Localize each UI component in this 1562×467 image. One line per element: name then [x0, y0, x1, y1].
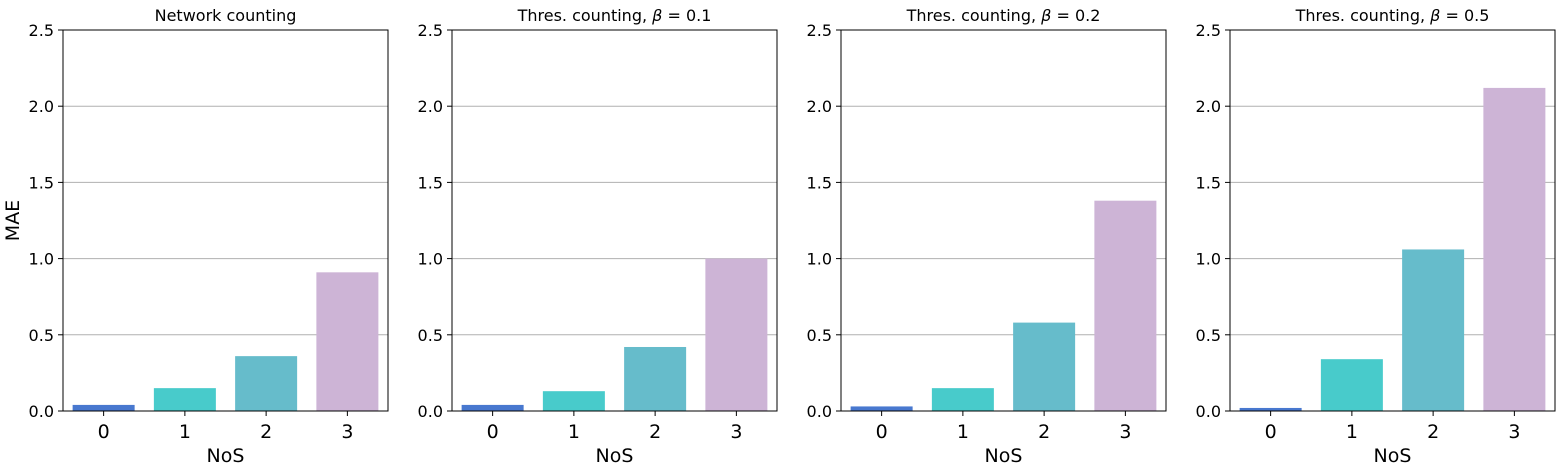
y-tick-label: 2.5	[1196, 21, 1221, 40]
y-tick-label: 1.0	[418, 250, 443, 269]
x-tick-label: 2	[649, 421, 661, 443]
x-tick-label: 3	[1508, 421, 1520, 443]
y-tick-label: 2.5	[807, 21, 832, 40]
x-tick-label: 1	[568, 421, 580, 443]
title-suffix: = 0.2	[1051, 6, 1100, 25]
x-tick-label: 0	[487, 421, 499, 443]
plot-frame	[451, 29, 778, 412]
panel-title: Thres. counting, β = 0.1	[517, 6, 712, 25]
x-axis-label: NoS	[207, 445, 245, 467]
y-tick-label: 0.5	[418, 326, 443, 345]
y-axis-label: MAE	[2, 200, 24, 241]
x-tick-label: 3	[341, 421, 353, 443]
y-tick-label: 1.5	[29, 173, 54, 192]
x-tick-label: 1	[179, 421, 191, 443]
y-tick-label: 0.5	[29, 326, 54, 345]
x-tick-label: 0	[876, 421, 888, 443]
bar-2	[1013, 322, 1076, 411]
x-axis-label: NoS	[985, 445, 1023, 467]
plot-frame	[840, 29, 1167, 412]
x-tick-label: 2	[1038, 421, 1050, 443]
y-tick-label: 0.0	[1196, 402, 1221, 421]
beta-symbol: β	[1040, 6, 1051, 25]
bar-2	[235, 356, 298, 411]
y-tick-label: 1.5	[418, 173, 443, 192]
bar-0	[461, 404, 524, 411]
bar-3	[705, 258, 768, 411]
bar-1	[542, 391, 605, 411]
bar-1	[153, 388, 216, 411]
y-tick-label: 2.0	[29, 97, 54, 116]
y-tick-label: 1.0	[29, 250, 54, 269]
bar-0	[850, 406, 913, 411]
y-tick-label: 2.0	[1196, 97, 1221, 116]
bar-3	[1483, 87, 1546, 412]
x-tick-label: 3	[730, 421, 742, 443]
plot-frame	[62, 29, 389, 412]
bar-3	[1094, 200, 1157, 411]
plot-frame	[1229, 29, 1556, 412]
y-tick-label: 1.0	[807, 250, 832, 269]
beta-symbol: β	[1429, 6, 1440, 25]
bar-2	[624, 346, 687, 411]
x-tick-label: 2	[1427, 421, 1439, 443]
y-tick-label: 2.0	[418, 97, 443, 116]
bar-2	[1402, 249, 1465, 411]
x-tick-label: 1	[1346, 421, 1358, 443]
x-tick-label: 2	[260, 421, 272, 443]
x-axis-label: NoS	[596, 445, 634, 467]
bar-0	[1239, 407, 1302, 411]
beta-symbol: β	[651, 6, 662, 25]
y-tick-label: 1.5	[807, 173, 832, 192]
x-axis-label: NoS	[1374, 445, 1412, 467]
panel-title: Thres. counting, β = 0.2	[906, 6, 1101, 25]
title-prefix: Thres. counting,	[517, 6, 653, 25]
y-tick-label: 2.5	[29, 21, 54, 40]
x-tick-label: 1	[957, 421, 969, 443]
title-suffix: = 0.5	[1440, 6, 1489, 25]
bar-3	[316, 272, 379, 411]
panel-title: Thres. counting, β = 0.5	[1295, 6, 1490, 25]
y-tick-label: 1.0	[1196, 250, 1221, 269]
y-tick-label: 2.5	[418, 21, 443, 40]
bar-1	[931, 388, 994, 411]
bar-1	[1320, 359, 1383, 411]
x-tick-label: 3	[1119, 421, 1131, 443]
y-tick-label: 0.5	[1196, 326, 1221, 345]
x-tick-label: 0	[1265, 421, 1277, 443]
y-tick-label: 0.0	[807, 402, 832, 421]
title-prefix: Thres. counting,	[906, 6, 1042, 25]
y-tick-label: 0.0	[29, 402, 54, 421]
title-suffix: = 0.1	[662, 6, 711, 25]
panel-title: Network counting	[155, 6, 297, 25]
y-tick-label: 0.5	[807, 326, 832, 345]
y-tick-label: 1.5	[1196, 173, 1221, 192]
title-prefix: Thres. counting,	[1295, 6, 1431, 25]
x-tick-label: 0	[98, 421, 110, 443]
bar-0	[72, 404, 135, 411]
y-tick-label: 0.0	[418, 402, 443, 421]
y-tick-label: 2.0	[807, 97, 832, 116]
